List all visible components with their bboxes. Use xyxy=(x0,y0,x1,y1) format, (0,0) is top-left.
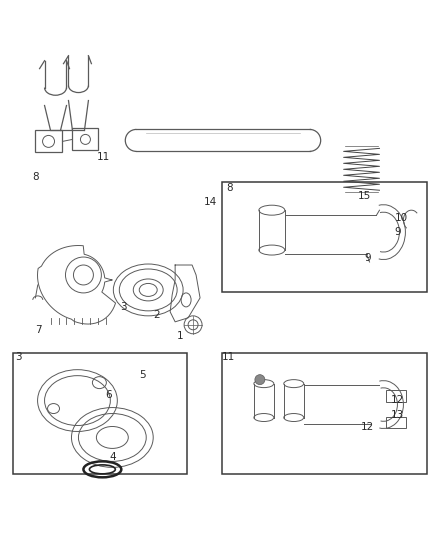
Text: 3: 3 xyxy=(120,302,127,312)
Text: 15: 15 xyxy=(358,191,371,201)
Text: 3: 3 xyxy=(15,352,22,362)
Circle shape xyxy=(255,375,265,385)
Text: 2: 2 xyxy=(153,310,159,320)
Text: 14: 14 xyxy=(203,197,217,207)
Text: 9: 9 xyxy=(394,227,401,237)
Text: 5: 5 xyxy=(139,370,145,379)
Text: 1: 1 xyxy=(177,331,184,341)
Text: 11: 11 xyxy=(221,352,235,362)
Bar xyxy=(222,182,427,292)
Bar xyxy=(386,390,406,401)
Text: 7: 7 xyxy=(35,325,42,335)
Text: 12: 12 xyxy=(391,394,404,405)
Text: 8: 8 xyxy=(32,172,39,182)
Bar xyxy=(386,416,406,429)
Bar xyxy=(72,128,99,150)
Bar xyxy=(222,353,427,474)
Text: 4: 4 xyxy=(109,453,116,463)
Text: 11: 11 xyxy=(97,152,110,163)
Text: 6: 6 xyxy=(105,390,112,400)
Text: 10: 10 xyxy=(395,213,408,223)
Text: 8: 8 xyxy=(226,183,233,193)
Bar xyxy=(13,353,187,474)
Bar xyxy=(35,131,63,152)
Text: 9: 9 xyxy=(364,253,371,263)
Text: 12: 12 xyxy=(361,423,374,432)
Text: 13: 13 xyxy=(391,409,404,419)
